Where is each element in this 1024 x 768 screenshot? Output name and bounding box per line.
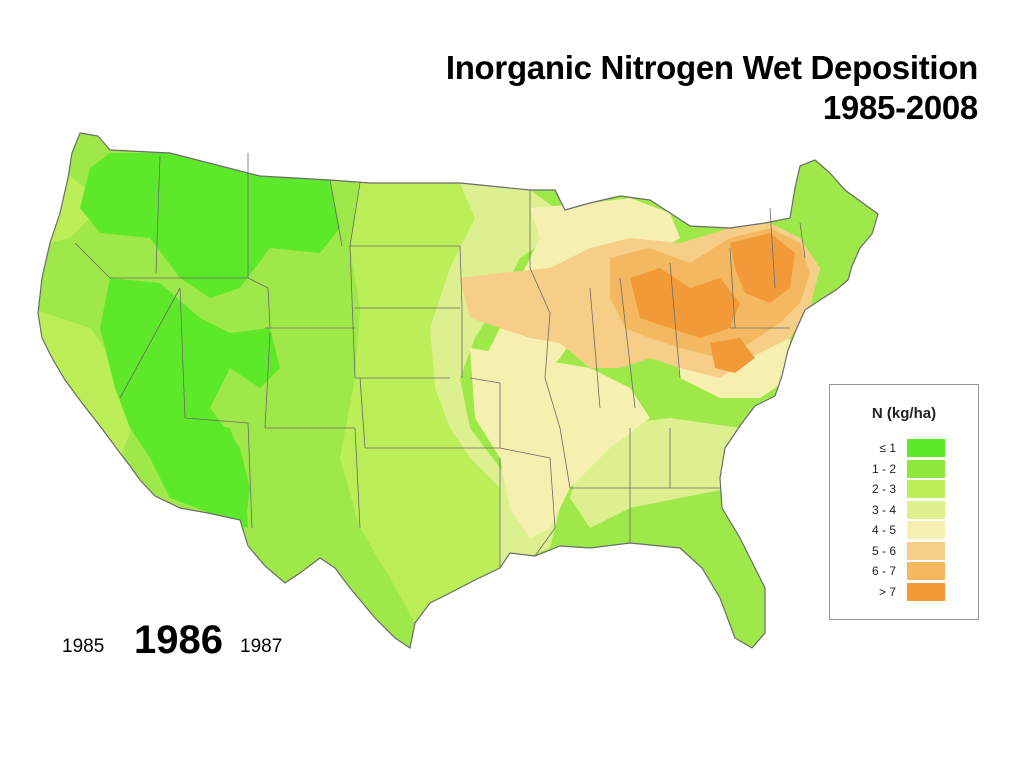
legend-swatch xyxy=(907,562,945,580)
chart-title: Inorganic Nitrogen Wet Deposition 1985-2… xyxy=(446,48,978,128)
legend-swatch xyxy=(907,439,945,457)
legend: N (kg/ha) ≤ 1 1 - 2 2 - 3 3 - 4 4 - 5 5 - 6 6 … xyxy=(829,384,979,620)
legend-row: 3 - 4 xyxy=(830,500,978,519)
class-gt-7-new-york xyxy=(730,233,795,303)
legend-swatch xyxy=(907,521,945,539)
legend-row: 5 - 6 xyxy=(830,541,978,560)
title-line-2: 1985-2008 xyxy=(822,89,978,126)
legend-row: ≤ 1 xyxy=(830,439,978,457)
legend-label: ≤ 1 xyxy=(879,441,896,455)
legend-swatch xyxy=(907,541,945,560)
class-le-1-southwest xyxy=(160,418,248,528)
legend-row: 2 - 3 xyxy=(830,480,978,498)
legend-label: 1 - 2 xyxy=(871,461,896,476)
previous-year-link[interactable]: 1985 xyxy=(62,636,105,657)
class-4-5-midsouth xyxy=(470,348,650,538)
class-2-3-plains xyxy=(340,183,500,623)
legend-row: > 7 xyxy=(830,582,978,601)
legend-title: N (kg/ha) xyxy=(871,405,937,422)
legend-swatch xyxy=(907,480,945,498)
legend-label: 6 - 7 xyxy=(871,564,896,578)
legend-row: 6 - 7 xyxy=(830,562,978,580)
next-year-link[interactable]: 1987 xyxy=(240,636,283,657)
legend-row: 1 - 2 xyxy=(830,459,978,478)
legend-label: 5 - 6 xyxy=(871,543,896,558)
deposition-surface xyxy=(38,133,878,648)
state-borders xyxy=(37,132,879,649)
legend-row: 4 - 5 xyxy=(830,521,978,539)
class-gt-7-pennsylvania xyxy=(710,338,755,373)
title-line-1: Inorganic Nitrogen Wet Deposition xyxy=(445,49,978,86)
legend-label: 3 - 4 xyxy=(871,502,896,517)
current-year: 1986 xyxy=(134,618,223,662)
class-3-4-southeast xyxy=(570,418,760,528)
class-gt-7-ohio-valley xyxy=(630,268,740,338)
legend-swatch xyxy=(907,459,945,478)
legend-swatch xyxy=(907,582,945,601)
us-deposition-map xyxy=(37,132,879,649)
legend-swatch xyxy=(907,500,945,519)
legend-label: 4 - 5 xyxy=(871,523,896,537)
class-le-1-northwest xyxy=(80,153,340,298)
legend-label: 2 - 3 xyxy=(871,482,896,496)
legend-label: > 7 xyxy=(878,584,896,599)
